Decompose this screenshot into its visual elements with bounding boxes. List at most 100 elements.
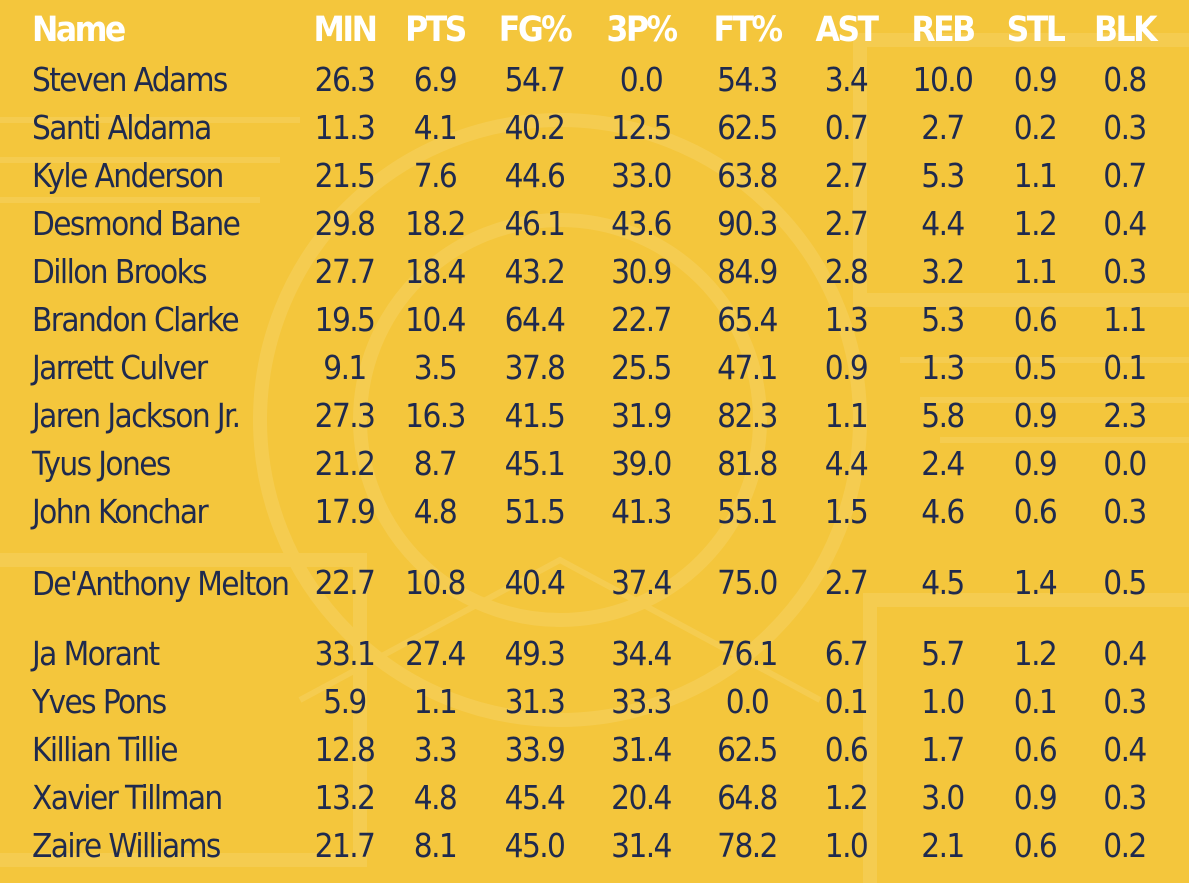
- cell-blk: 0.3: [1103, 778, 1147, 817]
- cell-reb: 2.4: [921, 444, 965, 483]
- table-row: Xavier Tillman 13.2 4.8 45.4 20.4 64.8 1…: [30, 774, 1170, 822]
- cell-reb: 4.4: [921, 204, 965, 243]
- header-3p-pct: 3P%: [606, 9, 678, 50]
- table-row: Santi Aldama 11.3 4.1 40.2 12.5 62.5 0.7…: [30, 104, 1170, 152]
- cell-stl: 0.2: [1013, 108, 1058, 147]
- cell-min: 27.7: [314, 252, 376, 291]
- cell-stl: 0.6: [1013, 730, 1058, 769]
- cell-3p-pct: 37.4: [611, 563, 672, 602]
- cell-min: 22.7: [314, 563, 376, 602]
- cell-min: 21.2: [314, 444, 376, 483]
- cell-ft-pct: 0.0: [725, 682, 770, 721]
- cell-pts: 6.9: [413, 60, 458, 99]
- cell-ft-pct: 90.3: [717, 204, 778, 243]
- cell-name: Dillon Brooks: [32, 252, 208, 291]
- cell-ast: 0.7: [824, 108, 869, 147]
- cell-ast: 1.0: [824, 826, 869, 865]
- cell-pts: 4.8: [413, 778, 458, 817]
- cell-name: Santi Aldama: [32, 108, 212, 147]
- cell-name: Kyle Anderson: [32, 156, 224, 195]
- cell-min: 12.8: [314, 730, 376, 769]
- cell-stl: 1.2: [1013, 204, 1058, 243]
- cell-fg-pct: 40.2: [504, 108, 566, 147]
- cell-ft-pct: 65.4: [717, 300, 778, 339]
- cell-fg-pct: 40.4: [504, 563, 566, 602]
- header-reb: REB: [911, 9, 976, 50]
- cell-ft-pct: 47.1: [717, 348, 778, 387]
- cell-ft-pct: 63.8: [717, 156, 778, 195]
- cell-3p-pct: 0.0: [619, 60, 664, 99]
- cell-stl: 0.1: [1013, 682, 1058, 721]
- cell-name: Ja Morant: [32, 634, 160, 673]
- cell-stl: 0.5: [1013, 348, 1058, 387]
- cell-ast: 2.7: [824, 204, 869, 243]
- header-ft-pct: FT%: [713, 9, 783, 50]
- cell-min: 33.1: [314, 634, 376, 673]
- table-row: Jarrett Culver 9.1 3.5 37.8 25.5 47.1 0.…: [30, 344, 1170, 392]
- cell-fg-pct: 37.8: [504, 348, 566, 387]
- cell-pts: 10.8: [405, 563, 466, 602]
- cell-fg-pct: 31.3: [504, 682, 566, 721]
- cell-ast: 2.7: [824, 563, 869, 602]
- cell-min: 11.3: [314, 108, 376, 147]
- cell-reb: 3.2: [921, 252, 965, 291]
- cell-stl: 0.9: [1013, 396, 1058, 435]
- table-row: John Konchar 17.9 4.8 51.5 41.3 55.1 1.5…: [30, 488, 1170, 536]
- cell-3p-pct: 31.9: [611, 396, 672, 435]
- cell-3p-pct: 34.4: [611, 634, 672, 673]
- table-row: Tyus Jones 21.2 8.7 45.1 39.0 81.8 4.4 2…: [30, 440, 1170, 488]
- cell-reb: 2.1: [921, 826, 965, 865]
- cell-fg-pct: 64.4: [504, 300, 566, 339]
- cell-fg-pct: 45.0: [504, 826, 566, 865]
- cell-pts: 4.8: [413, 492, 458, 531]
- cell-ft-pct: 84.9: [717, 252, 778, 291]
- cell-stl: 1.1: [1013, 156, 1058, 195]
- cell-blk: 0.4: [1103, 730, 1147, 769]
- cell-pts: 10.4: [405, 300, 466, 339]
- cell-3p-pct: 41.3: [611, 492, 672, 531]
- cell-ast: 1.1: [824, 396, 869, 435]
- table-row: Zaire Williams 21.7 8.1 45.0 31.4 78.2 1…: [30, 822, 1170, 870]
- cell-fg-pct: 49.3: [504, 634, 566, 673]
- cell-name: John Konchar: [32, 492, 209, 531]
- cell-blk: 0.4: [1103, 634, 1147, 673]
- player-stats-table: Name MIN PTS FG% 3P% FT% AST REB STL BLK…: [30, 3, 1170, 870]
- cell-ft-pct: 81.8: [717, 444, 778, 483]
- cell-reb: 1.3: [921, 348, 965, 387]
- cell-min: 9.1: [323, 348, 367, 387]
- cell-ft-pct: 82.3: [717, 396, 778, 435]
- cell-pts: 1.1: [413, 682, 458, 721]
- cell-ast: 3.4: [824, 60, 869, 99]
- cell-blk: 0.0: [1103, 444, 1147, 483]
- header-pts: PTS: [405, 9, 467, 50]
- cell-name: Tyus Jones: [32, 444, 171, 483]
- cell-blk: 0.8: [1103, 60, 1147, 99]
- table-row: Brandon Clarke 19.5 10.4 64.4 22.7 65.4 …: [30, 296, 1170, 344]
- cell-min: 19.5: [314, 300, 376, 339]
- cell-name: Xavier Tillman: [32, 778, 223, 817]
- cell-fg-pct: 45.4: [504, 778, 566, 817]
- cell-name: De'Anthony Melton: [32, 563, 290, 603]
- cell-name: Yves Pons: [32, 682, 167, 721]
- cell-blk: 0.4: [1103, 204, 1147, 243]
- cell-ast: 1.2: [824, 778, 869, 817]
- table-row: Steven Adams 26.3 6.9 54.7 0.0 54.3 3.4 …: [30, 56, 1170, 104]
- cell-3p-pct: 31.4: [611, 730, 672, 769]
- cell-ft-pct: 55.1: [717, 492, 778, 531]
- table-row: Desmond Bane 29.8 18.2 46.1 43.6 90.3 2.…: [30, 200, 1170, 248]
- cell-blk: 0.7: [1103, 156, 1147, 195]
- cell-ast: 1.5: [824, 492, 869, 531]
- cell-3p-pct: 43.6: [611, 204, 672, 243]
- cell-min: 5.9: [323, 682, 367, 721]
- cell-ast: 0.9: [824, 348, 869, 387]
- cell-blk: 0.5: [1103, 563, 1147, 602]
- cell-3p-pct: 33.3: [611, 682, 672, 721]
- table-row: Dillon Brooks 27.7 18.4 43.2 30.9 84.9 2…: [30, 248, 1170, 296]
- cell-3p-pct: 25.5: [611, 348, 672, 387]
- cell-stl: 0.9: [1013, 60, 1058, 99]
- cell-fg-pct: 43.2: [504, 252, 566, 291]
- cell-name: Brandon Clarke: [32, 300, 240, 339]
- cell-pts: 4.1: [413, 108, 458, 147]
- cell-min: 27.3: [314, 396, 376, 435]
- cell-ast: 6.7: [824, 634, 869, 673]
